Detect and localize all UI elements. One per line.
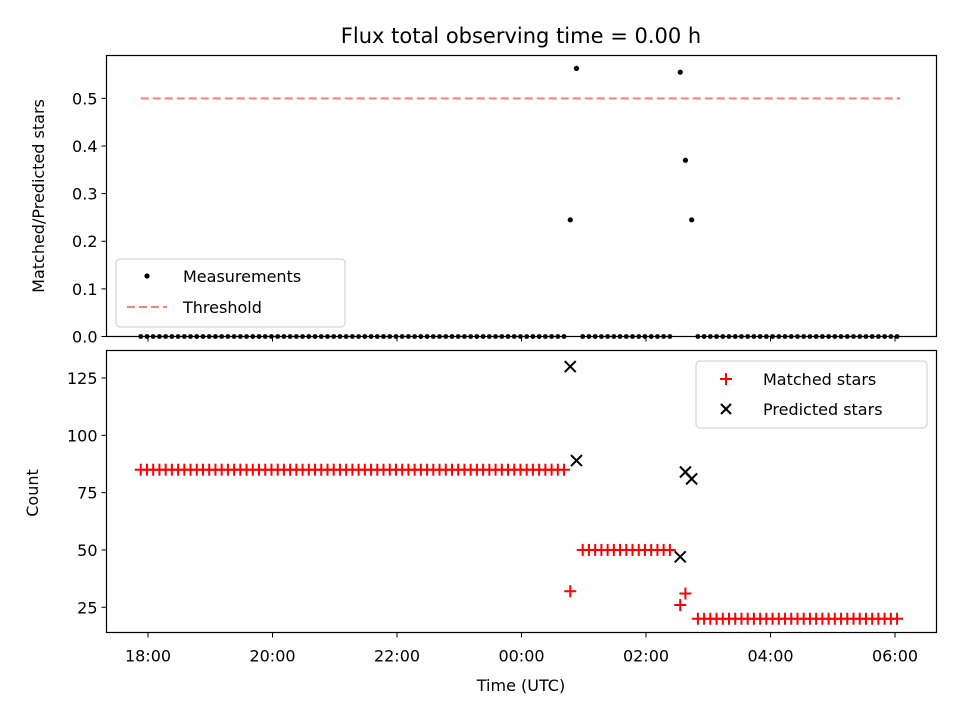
bottom-x-tick-label: 02:00 [623,647,669,666]
top-y-ticks: 0.0 0.1 0.2 0.3 0.4 0.5 [72,89,107,347]
top-y-tick-label: 0.3 [72,185,97,204]
legend-matched-label: Matched stars [763,370,876,389]
legend-measurements-label: Measurements [183,267,301,286]
predicted-star-point [685,472,698,486]
legend-predicted-label: Predicted stars [763,400,883,419]
chart-title: Flux total observing time = 0.00 h [341,24,701,48]
top-legend: Measurements Threshold [115,258,346,328]
measurement-point [677,69,683,75]
bottom-legend: Matched stars Predicted stars [695,360,928,429]
bottom-y-tick-label: 50 [77,541,97,560]
bottom-panel: Count Time (UTC) 25 50 75 100 125 18:00 20:00… [23,349,938,695]
legend-predicted-marker [720,403,732,415]
matched-star-point [663,543,676,556]
bottom-y-axis-label: Count [23,469,42,517]
legend-measurements-marker [144,273,150,279]
top-y-tick-label: 0.4 [72,137,97,156]
predicted-stars-series [564,360,698,564]
legend-matched-marker [720,373,732,385]
matched-star-point [564,585,577,598]
bottom-x-tick-label: 04:00 [747,647,793,666]
matched-star-point [891,612,904,625]
bottom-y-tick-label: 125 [67,369,98,388]
bottom-x-tick-label: 22:00 [374,647,420,666]
top-plot-frame [105,54,938,338]
x-axis-label: Time (UTC) [476,676,565,695]
bottom-x-tick-label: 00:00 [498,647,544,666]
measurement-point [689,217,695,223]
matched-star-point [558,463,571,476]
bottom-y-tick-label: 100 [67,426,98,445]
bottom-legend-box [695,360,928,429]
bottom-x-tick-label: 06:00 [872,647,918,666]
top-y-tick-label: 0.0 [72,328,97,347]
top-legend-box [115,258,346,328]
measurement-point [682,157,689,163]
matched-stars-series [134,463,904,625]
bottom-plot-frame [105,349,938,634]
bottom-x-tick-label: 20:00 [249,647,295,666]
top-y-tick-label: 0.1 [72,280,97,299]
bottom-y-tick-label: 25 [77,598,97,617]
bottom-y-ticks: 25 50 75 100 125 [67,369,107,617]
matched-star-point [674,598,687,611]
measurement-point [567,217,573,223]
predicted-star-point [564,360,577,373]
predicted-star-point [674,550,687,564]
predicted-star-point [570,454,583,467]
legend-threshold-label: Threshold [182,298,262,317]
bottom-x-tick-label: 18:00 [125,647,171,666]
top-panel: Flux total observing time = 0.00 h Match… [29,24,938,347]
top-y-tick-label: 0.2 [72,232,97,251]
bottom-y-tick-label: 75 [77,484,97,503]
bottom-x-ticks: 18:00 20:00 22:00 00:00 02:00 04:00 06:00 [125,632,918,666]
measurement-point [573,65,580,71]
top-y-axis-label: Matched/Predicted stars [29,99,48,293]
matched-star-point [679,587,692,600]
top-y-tick-label: 0.5 [72,89,97,108]
